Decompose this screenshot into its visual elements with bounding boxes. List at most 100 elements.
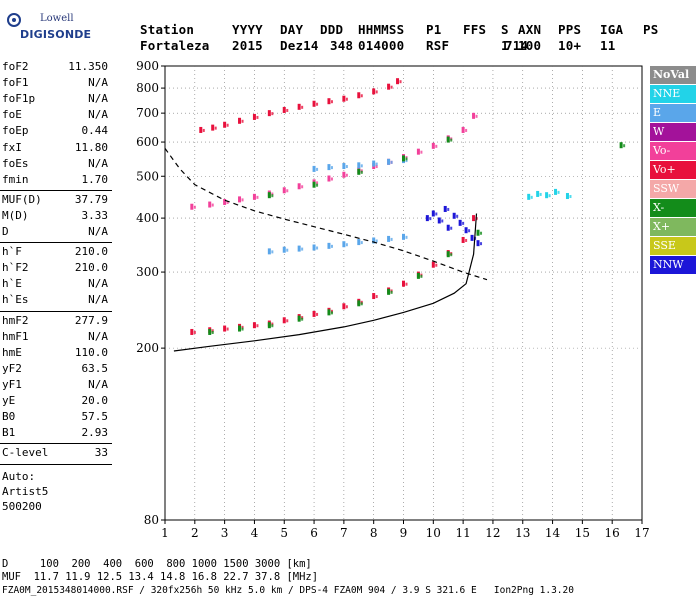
param-row: D N/A xyxy=(2,225,108,239)
data-point xyxy=(372,293,376,300)
data-point xyxy=(402,233,405,240)
autoscaling-info-2: 500200 xyxy=(2,500,42,514)
data-point xyxy=(327,242,331,249)
data-point xyxy=(405,282,408,286)
param-name: foF2 xyxy=(2,60,29,73)
param-value: N/A xyxy=(88,293,108,307)
header-label-2: DAY xyxy=(280,22,304,37)
x-tick-label: 1 xyxy=(161,526,169,540)
param-row: h`E N/A xyxy=(2,277,108,291)
x-tick-label: 4 xyxy=(251,526,259,540)
data-point xyxy=(345,243,348,247)
header-value-0: Fortaleza xyxy=(140,38,210,53)
data-point xyxy=(372,237,376,244)
param-value: 11.80 xyxy=(74,140,108,154)
data-point xyxy=(226,123,229,127)
data-point xyxy=(375,239,378,243)
x-tick-label: 17 xyxy=(634,526,649,540)
data-point xyxy=(316,181,319,185)
autoscaling-info-1: Artist5 xyxy=(2,485,49,499)
data-point xyxy=(372,88,376,95)
data-point xyxy=(536,190,540,197)
header-value-2: Dez14 xyxy=(280,38,319,53)
param-name: yE xyxy=(2,394,16,407)
header-label-10: IGA xyxy=(600,22,624,37)
data-point xyxy=(286,108,289,112)
data-point xyxy=(211,203,214,207)
data-point xyxy=(327,175,331,182)
data-point xyxy=(623,144,626,148)
param-row: h`F 210.0 xyxy=(2,245,108,259)
param-separator xyxy=(0,310,112,312)
data-point xyxy=(256,115,259,119)
data-point xyxy=(330,166,333,170)
x-tick-label: 8 xyxy=(370,526,378,540)
data-point xyxy=(297,103,301,110)
y-tick-label: 700 xyxy=(136,106,159,120)
x-tick-label: 12 xyxy=(485,526,500,540)
data-point xyxy=(357,162,361,169)
data-point xyxy=(465,128,468,132)
data-point xyxy=(282,106,286,113)
data-point xyxy=(557,190,560,194)
data-point xyxy=(286,248,289,252)
param-value: 20.0 xyxy=(81,394,109,407)
data-point xyxy=(208,328,212,335)
data-point xyxy=(450,253,453,257)
data-point xyxy=(342,95,346,102)
muf-curve xyxy=(164,148,488,281)
data-point xyxy=(271,194,274,198)
data-point xyxy=(375,162,378,166)
data-point xyxy=(297,315,301,322)
data-point xyxy=(271,192,274,196)
data-point xyxy=(375,165,378,169)
data-point xyxy=(190,203,194,210)
param-value: 210.0 xyxy=(74,245,108,259)
param-name: yF1 xyxy=(2,377,22,391)
data-point xyxy=(345,173,348,177)
data-point xyxy=(312,100,316,107)
data-point xyxy=(271,324,274,328)
param-value: N/A xyxy=(88,377,108,391)
param-value: N/A xyxy=(88,225,108,238)
data-point xyxy=(241,198,244,202)
data-point xyxy=(223,325,227,332)
y-tick-label: 500 xyxy=(136,169,159,183)
x-tick-label: 10 xyxy=(426,526,441,540)
data-point xyxy=(402,155,405,162)
x-tick-label: 6 xyxy=(310,526,318,540)
data-point xyxy=(464,227,468,234)
param-separator xyxy=(0,443,112,445)
legend-x: X+ xyxy=(650,218,696,236)
param-value: 0.44 xyxy=(81,124,109,138)
data-point xyxy=(286,319,289,323)
data-point xyxy=(390,290,393,294)
data-point xyxy=(297,245,301,252)
param-name: B1 xyxy=(2,426,16,440)
data-point xyxy=(330,311,333,315)
param-row: MUF(D) 37.79 xyxy=(2,193,108,207)
data-point xyxy=(330,100,333,104)
data-point xyxy=(554,188,558,195)
param-value: 2.93 xyxy=(81,426,109,440)
data-point xyxy=(458,219,462,226)
data-point xyxy=(241,325,244,329)
footer-d-line: D 100 200 400 600 800 1000 1500 3000 [km… xyxy=(2,558,312,570)
param-value: N/A xyxy=(88,92,108,106)
data-point xyxy=(271,112,274,116)
x-tick-label: 15 xyxy=(575,526,590,540)
data-point xyxy=(211,124,215,131)
data-point xyxy=(446,251,450,258)
header-label-9: PPS xyxy=(558,22,582,37)
x-tick-label: 16 xyxy=(605,526,620,540)
header-label-3: DDD xyxy=(320,22,344,37)
data-point xyxy=(545,192,549,199)
param-name: h`Es xyxy=(2,293,29,307)
legend-sse: SSE xyxy=(650,237,696,255)
param-row: C-level 33 xyxy=(2,446,108,460)
data-point xyxy=(476,240,480,247)
y-tick-label: 900 xyxy=(136,59,159,73)
param-value: 37.79 xyxy=(74,192,108,206)
data-point xyxy=(420,150,423,154)
legend-e: E xyxy=(650,104,696,122)
